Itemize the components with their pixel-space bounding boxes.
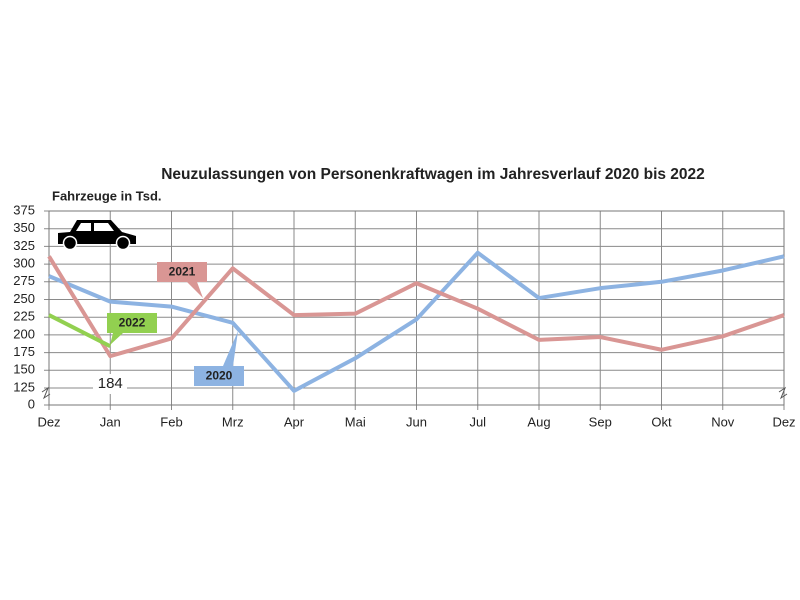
x-tick-label: Apr xyxy=(284,414,305,429)
car-icon xyxy=(58,220,136,251)
data-label: 184 xyxy=(98,375,123,392)
callout-box xyxy=(157,262,207,282)
legend-label: 2022 xyxy=(119,316,146,330)
callouts: 2020 2021 2022 184 xyxy=(93,262,244,394)
y-tick-label: 150 xyxy=(13,362,35,377)
y-tick-label: 125 xyxy=(13,379,35,394)
x-tick-label: Aug xyxy=(527,414,550,429)
legend-label: 2021 xyxy=(169,265,196,279)
y-tick-label: 175 xyxy=(13,344,35,359)
series-line xyxy=(48,313,112,349)
y-tick-label: 300 xyxy=(13,256,35,271)
callout-pointer xyxy=(223,331,238,366)
callout-pointer xyxy=(187,282,203,298)
axis-break xyxy=(41,386,51,400)
x-tick-label: Nov xyxy=(711,414,735,429)
x-tick-label: Jun xyxy=(406,414,427,429)
y-tick-label: 250 xyxy=(13,291,35,306)
y-tick-label: 225 xyxy=(13,309,35,324)
y-tick-label: 200 xyxy=(13,326,35,341)
x-tick-label: Feb xyxy=(160,414,182,429)
x-tick-label: Mai xyxy=(345,414,366,429)
y-tick-label: 350 xyxy=(13,220,35,235)
x-tick-label: Sep xyxy=(589,414,612,429)
x-tick-label: Dez xyxy=(37,414,60,429)
callout-box xyxy=(194,366,244,386)
callout-pointer xyxy=(110,333,123,345)
plot-border xyxy=(48,210,785,406)
label-bg xyxy=(93,374,127,394)
callout-box xyxy=(107,313,157,333)
lines xyxy=(47,250,785,393)
y-axis-label: Fahrzeuge in Tsd. xyxy=(52,188,162,203)
legend-label: 2020 xyxy=(206,369,233,383)
y-tick-label: 325 xyxy=(13,238,35,253)
chart-title: Neuzulassungen von Personenkraftwagen im… xyxy=(161,166,705,183)
grid: 0 125 150 175 200 225 250 275 300 325 350 375 Dez Jan… xyxy=(13,202,795,429)
x-tick-label: Jan xyxy=(100,414,121,429)
y-tick-label: 375 xyxy=(13,202,35,217)
y-tick-label: 0 xyxy=(28,396,35,411)
series-line xyxy=(47,255,785,359)
x-tick-label: Mrz xyxy=(222,414,244,429)
x-tick-label: Dez xyxy=(772,414,795,429)
y-tick-label: 275 xyxy=(13,273,35,288)
x-tick-label: Okt xyxy=(651,414,672,429)
series-line xyxy=(48,250,785,393)
x-tick-label: Jul xyxy=(469,414,486,429)
axis-break xyxy=(778,386,788,400)
